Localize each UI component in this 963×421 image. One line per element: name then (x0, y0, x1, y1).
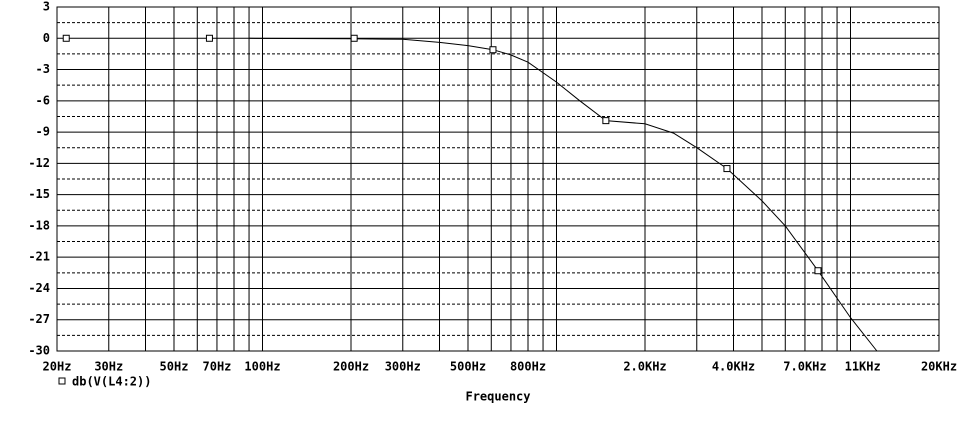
y-tick-label: -18 (28, 218, 50, 232)
y-tick-label: -27 (28, 312, 50, 326)
marker (489, 46, 497, 54)
line (248, 37, 878, 352)
x-tick-label: 7.0KHz (783, 360, 826, 374)
marker (62, 34, 70, 42)
marker (602, 117, 610, 125)
x-tick-label: 30Hz (94, 360, 123, 374)
x-tick-label: 500Hz (450, 360, 486, 374)
x-tick-label: 800Hz (510, 360, 546, 374)
legend-symbol (58, 377, 66, 385)
y-tick-label: 0 (43, 31, 50, 45)
marker (723, 165, 731, 173)
y-tick-label: -12 (28, 156, 50, 170)
x-axis-label: Frequency (465, 390, 530, 404)
x-tick-label: 11KHz (845, 360, 881, 374)
y-tick-label: -24 (28, 281, 50, 295)
y-tick-label: -3 (36, 62, 50, 76)
x-tick-label: 70Hz (203, 360, 232, 374)
x-tick-label: 200Hz (333, 360, 369, 374)
x-tick-label: 20KHz (921, 360, 957, 374)
y-tick-label: -15 (28, 187, 50, 201)
marker (205, 34, 213, 42)
x-tick-label: 50Hz (160, 360, 189, 374)
x-tick-label: 20Hz (43, 360, 72, 374)
x-tick-label: 2.0KHz (623, 360, 666, 374)
marker (814, 267, 822, 275)
plot-frame (56, 6, 940, 352)
y-tick-label: -21 (28, 250, 50, 264)
y-tick-label: 3 (43, 0, 50, 14)
marker (350, 34, 358, 42)
y-tick-label: -6 (36, 93, 50, 107)
y-tick-label: -9 (36, 125, 50, 139)
x-tick-label: 100Hz (244, 360, 280, 374)
x-tick-label: 300Hz (385, 360, 421, 374)
legend-label: db(V(L4:2)) (72, 375, 151, 389)
y-tick-label: -30 (28, 344, 50, 358)
x-tick-label: 4.0KHz (712, 360, 755, 374)
